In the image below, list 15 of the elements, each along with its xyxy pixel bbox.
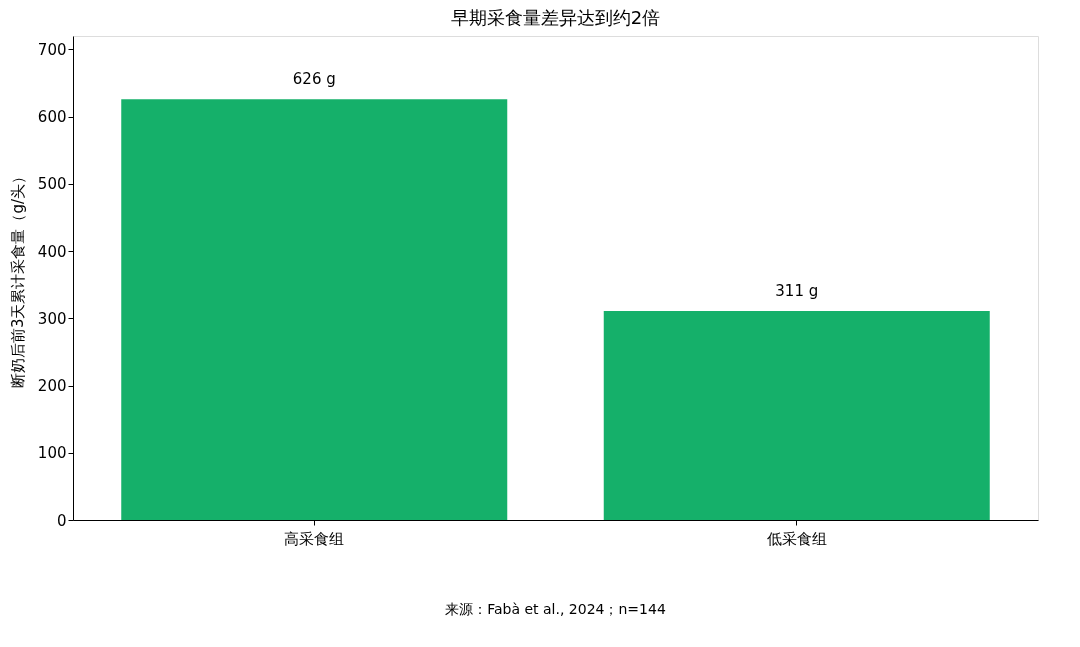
y-tick-label: 400: [37, 242, 67, 261]
chart-title: 早期采食量差异达到约2倍: [450, 7, 661, 28]
y-tick-label: 200: [37, 377, 67, 396]
y-tick-label: 300: [37, 309, 67, 328]
y-tick-label: 0: [56, 511, 67, 530]
y-tick-label: 500: [37, 175, 67, 194]
y-tick-label: 600: [37, 108, 67, 127]
source-note: 来源：Fabà et al., 2024；n=144: [445, 601, 666, 617]
data-label: 626 g: [292, 70, 336, 89]
x-tick-label: 高采食组: [284, 529, 345, 548]
y-axis-title: 断奶后前3天累计采食量（g/头）: [8, 168, 27, 389]
x-tick-label: 低采食组: [766, 529, 827, 548]
data-label: 311 g: [775, 281, 819, 300]
y-tick-label: 100: [37, 444, 67, 463]
y-tick-label: 700: [37, 40, 67, 59]
